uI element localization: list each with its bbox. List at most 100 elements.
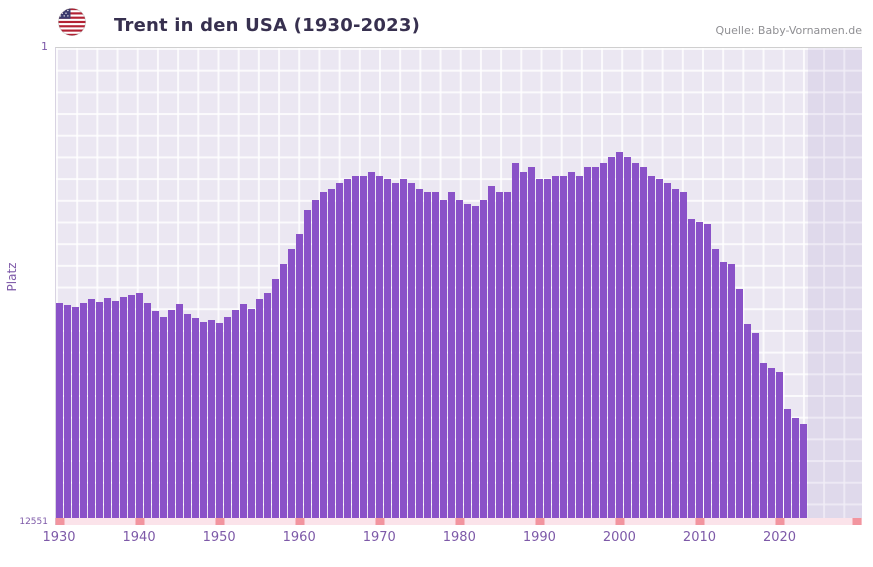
bar-2019[interactable] <box>768 367 775 518</box>
bar-2020[interactable] <box>776 372 783 518</box>
bar-1988[interactable] <box>520 171 527 518</box>
bar-1980[interactable] <box>456 199 463 518</box>
decade-mark-1980 <box>455 518 465 525</box>
bar-1964[interactable] <box>328 189 335 518</box>
bar-1953[interactable] <box>240 304 247 518</box>
bar-2004[interactable] <box>648 175 655 518</box>
bar-1989[interactable] <box>528 167 535 518</box>
bar-1956[interactable] <box>264 293 271 518</box>
bar-1984[interactable] <box>488 186 495 518</box>
bar-1946[interactable] <box>184 313 191 518</box>
bar-1931[interactable] <box>64 305 71 518</box>
bar-1969[interactable] <box>368 171 375 518</box>
bar-1983[interactable] <box>480 199 487 518</box>
bar-1961[interactable] <box>304 210 311 518</box>
bar-1957[interactable] <box>272 279 279 518</box>
bar-2016[interactable] <box>744 323 751 518</box>
bar-1933[interactable] <box>80 302 87 518</box>
bar-1976[interactable] <box>424 191 431 518</box>
bar-2008[interactable] <box>680 191 687 518</box>
x-tick-1930: 1930 <box>42 530 76 545</box>
bar-2023[interactable] <box>800 423 807 518</box>
us-flag-icon <box>58 8 86 36</box>
bar-1972[interactable] <box>392 182 399 518</box>
bar-1936[interactable] <box>104 297 111 518</box>
bar-1967[interactable] <box>352 175 359 518</box>
bar-1952[interactable] <box>232 309 239 518</box>
decade-mark-2020 <box>775 518 785 525</box>
bar-1948[interactable] <box>200 321 207 518</box>
bar-1979[interactable] <box>448 191 455 518</box>
bar-1932[interactable] <box>72 307 79 518</box>
bar-1990[interactable] <box>536 179 543 518</box>
bar-1996[interactable] <box>584 167 591 518</box>
bar-1939[interactable] <box>128 294 135 518</box>
bar-2011[interactable] <box>704 223 711 518</box>
bar-1954[interactable] <box>248 308 255 518</box>
bar-2010[interactable] <box>696 222 703 518</box>
bar-1945[interactable] <box>176 304 183 518</box>
bar-1978[interactable] <box>440 199 447 518</box>
bar-1975[interactable] <box>416 189 423 518</box>
bar-1987[interactable] <box>512 162 519 518</box>
bar-2001[interactable] <box>624 157 631 518</box>
bar-1930[interactable] <box>56 302 63 518</box>
bar-1941[interactable] <box>144 302 151 518</box>
bar-1940[interactable] <box>136 293 143 518</box>
bar-1935[interactable] <box>96 302 103 518</box>
bar-2005[interactable] <box>656 179 663 518</box>
bar-2003[interactable] <box>640 167 647 518</box>
bar-1966[interactable] <box>344 179 351 518</box>
bar-1943[interactable] <box>160 316 167 518</box>
bar-2006[interactable] <box>664 182 671 518</box>
decade-mark-1940 <box>135 518 145 525</box>
bar-2013[interactable] <box>720 262 727 518</box>
bar-2022[interactable] <box>792 418 799 518</box>
bar-1992[interactable] <box>552 175 559 518</box>
bar-1991[interactable] <box>544 179 551 518</box>
bar-1937[interactable] <box>112 301 119 518</box>
bar-1993[interactable] <box>560 175 567 518</box>
bar-1968[interactable] <box>360 175 367 518</box>
bar-2002[interactable] <box>632 162 639 518</box>
bar-1959[interactable] <box>288 249 295 518</box>
bar-2015[interactable] <box>736 289 743 518</box>
bar-2021[interactable] <box>784 408 791 518</box>
bar-1947[interactable] <box>192 317 199 518</box>
bar-1981[interactable] <box>464 204 471 518</box>
bar-1960[interactable] <box>296 234 303 518</box>
bar-1963[interactable] <box>320 191 327 518</box>
x-tick-1970: 1970 <box>362 530 396 545</box>
bar-2000[interactable] <box>616 151 623 518</box>
bar-1985[interactable] <box>496 191 503 518</box>
bar-1999[interactable] <box>608 157 615 518</box>
bar-2017[interactable] <box>752 333 759 518</box>
bar-1958[interactable] <box>280 264 287 518</box>
bar-1974[interactable] <box>408 182 415 518</box>
bar-1995[interactable] <box>576 175 583 518</box>
bar-1982[interactable] <box>472 206 479 518</box>
bar-1962[interactable] <box>312 199 319 518</box>
bar-1986[interactable] <box>504 191 511 518</box>
bar-1970[interactable] <box>376 175 383 518</box>
bar-2014[interactable] <box>728 264 735 518</box>
bar-1944[interactable] <box>168 309 175 518</box>
bar-2018[interactable] <box>760 363 767 518</box>
bar-1951[interactable] <box>224 316 231 518</box>
bar-1942[interactable] <box>152 310 159 518</box>
bar-1955[interactable] <box>256 298 263 518</box>
bar-1977[interactable] <box>432 191 439 518</box>
bar-1938[interactable] <box>120 296 127 518</box>
bar-1965[interactable] <box>336 182 343 518</box>
bar-1973[interactable] <box>400 179 407 518</box>
bar-1934[interactable] <box>88 298 95 518</box>
bar-1998[interactable] <box>600 162 607 518</box>
bar-1950[interactable] <box>216 323 223 518</box>
bar-2007[interactable] <box>672 189 679 518</box>
bar-2012[interactable] <box>712 249 719 518</box>
bar-1971[interactable] <box>384 179 391 518</box>
bar-2009[interactable] <box>688 219 695 518</box>
bar-1997[interactable] <box>592 167 599 518</box>
bar-1949[interactable] <box>208 319 215 518</box>
bar-1994[interactable] <box>568 171 575 518</box>
